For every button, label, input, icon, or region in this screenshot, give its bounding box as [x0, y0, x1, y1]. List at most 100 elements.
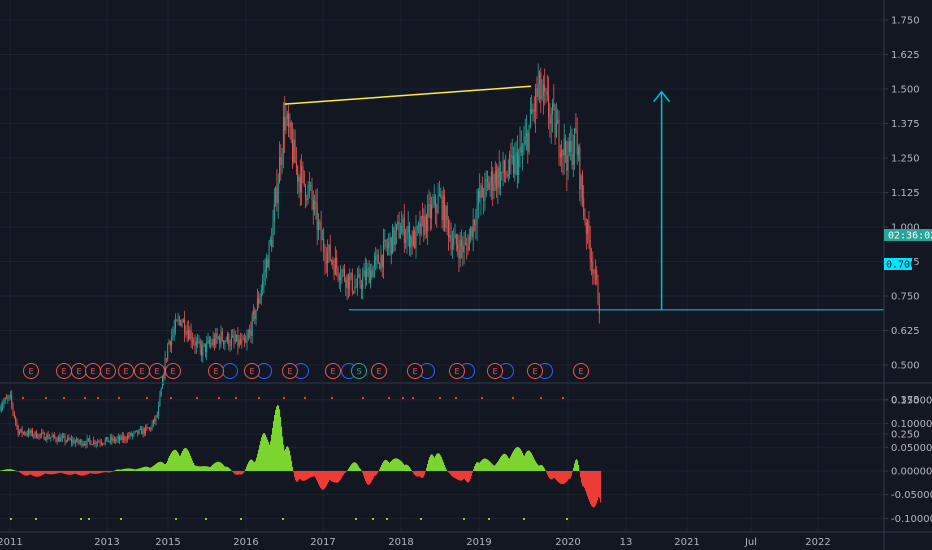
- histogram-bar: [49, 471, 51, 475]
- candle-body: [305, 184, 306, 199]
- candle-body: [398, 221, 400, 238]
- candle-body: [150, 427, 152, 430]
- candle-body: [51, 436, 53, 438]
- candle-body: [246, 338, 248, 343]
- histogram-bar: [500, 457, 502, 471]
- histogram-bar: [487, 459, 489, 471]
- candle-body: [563, 138, 565, 156]
- histogram-bar: [486, 458, 488, 471]
- histogram-bar: [169, 456, 171, 471]
- histogram-bar: [48, 471, 50, 475]
- histogram-bar: [448, 471, 450, 473]
- histogram-bar: [353, 462, 355, 471]
- histogram-bar: [199, 466, 201, 471]
- histogram-bar: [370, 471, 372, 484]
- histogram-bar: [58, 471, 60, 474]
- candle-body: [591, 259, 592, 262]
- candle-body: [149, 427, 150, 429]
- time-tick-label: 2019: [466, 537, 491, 548]
- histogram-bar: [2, 470, 4, 471]
- candle-body: [80, 440, 82, 443]
- candle-body: [367, 267, 369, 270]
- candle-body: [321, 238, 323, 241]
- histogram-bar: [252, 460, 254, 471]
- histogram-bar: [444, 465, 446, 471]
- candle-body: [503, 160, 505, 174]
- candle-body: [190, 330, 192, 341]
- histogram-bar: [18, 471, 20, 472]
- histogram-bar: [1, 470, 3, 471]
- earnings-marker-label: E: [454, 367, 459, 376]
- candle-body: [553, 103, 555, 107]
- histogram-bar: [492, 464, 494, 471]
- candle-body: [89, 438, 91, 441]
- candle-body: [324, 252, 326, 262]
- histogram-bar: [243, 471, 245, 474]
- time-tick-label: Jul: [744, 537, 757, 548]
- earnings-marker-label: E: [61, 367, 66, 376]
- histogram-bar: [556, 471, 558, 481]
- histogram-bar: [268, 442, 270, 471]
- price-tick-label: 1.625: [891, 50, 920, 61]
- candle-body: [111, 437, 113, 441]
- candle-body: [286, 114, 288, 119]
- histogram-bar: [134, 469, 136, 471]
- histogram-bar: [351, 464, 353, 471]
- histogram-bar: [197, 466, 199, 471]
- candle-body: [117, 436, 119, 439]
- candle-body: [557, 119, 559, 123]
- signal-dot-positive: [523, 518, 525, 520]
- histogram-bar: [89, 471, 91, 474]
- histogram-bar: [195, 465, 197, 471]
- histogram-bar: [244, 471, 246, 472]
- candle-body: [78, 442, 80, 444]
- histogram-bar: [526, 451, 528, 471]
- histogram-bar: [82, 471, 84, 476]
- histogram-bar: [294, 471, 296, 478]
- histogram-bar: [518, 447, 520, 471]
- candle-body: [327, 251, 329, 264]
- histogram-bar: [224, 466, 226, 471]
- price-tick-label: 1.750: [891, 16, 920, 27]
- histogram-bar: [588, 471, 590, 500]
- histogram-bar: [383, 461, 385, 471]
- candle-body: [419, 222, 421, 235]
- histogram-bar: [311, 471, 313, 477]
- histogram-bar: [423, 471, 425, 477]
- histogram-bar: [583, 471, 585, 487]
- histogram-bar: [122, 469, 124, 471]
- histogram-bar: [101, 471, 103, 473]
- histogram-bar: [7, 469, 9, 471]
- histogram-bar: [488, 460, 490, 471]
- histogram-bar: [494, 465, 496, 471]
- candle-body: [424, 215, 426, 235]
- event-markers[interactable]: SE E E E E E E E E E E E E E E E E E E: [23, 363, 589, 379]
- price-series[interactable]: [0, 63, 600, 449]
- histogram-bar: [160, 461, 162, 471]
- histogram-bar: [403, 463, 405, 471]
- candle-body: [542, 84, 544, 96]
- candle-body: [358, 274, 360, 277]
- candle-body: [323, 238, 325, 253]
- histogram-bar: [69, 471, 71, 475]
- histogram-bar: [231, 470, 233, 472]
- price-tick-label: 0.500: [891, 361, 920, 372]
- earnings-marker-label: E: [532, 367, 537, 376]
- oscillator-histogram[interactable]: [0, 405, 602, 508]
- histogram-bar: [542, 465, 544, 471]
- candle-body: [311, 185, 313, 200]
- candle-body: [310, 185, 312, 187]
- candle-body: [519, 146, 521, 156]
- histogram-bar: [94, 471, 96, 474]
- histogram-bar: [410, 468, 412, 471]
- candle-body: [475, 224, 477, 226]
- candle-body: [136, 430, 137, 432]
- histogram-bar: [218, 461, 220, 471]
- drawings-layer[interactable]: [284, 85, 885, 311]
- histogram-bar: [547, 471, 549, 475]
- histogram-bar: [114, 470, 116, 471]
- earnings-marker-label: E: [578, 367, 583, 376]
- histogram-bar: [584, 471, 586, 489]
- histogram-bar: [155, 464, 157, 471]
